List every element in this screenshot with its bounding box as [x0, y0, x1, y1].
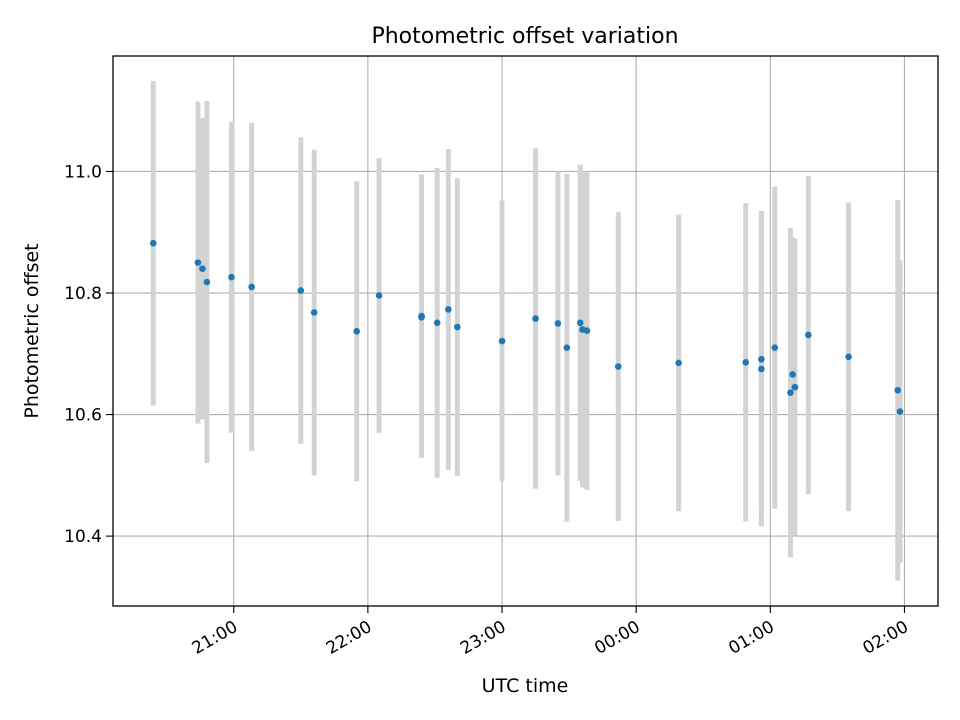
data-point	[532, 315, 539, 322]
data-point	[576, 319, 584, 327]
plot-area-frame	[112, 55, 939, 607]
data-point	[896, 408, 904, 415]
y-tick-label: 11.0	[64, 162, 102, 182]
data-points	[149, 239, 904, 415]
data-point	[675, 359, 682, 367]
data-point	[375, 292, 383, 299]
data-point	[787, 389, 794, 396]
data-point	[454, 323, 461, 331]
data-point	[758, 355, 765, 363]
grid-lines	[113, 56, 938, 606]
data-point	[742, 358, 750, 366]
data-point	[771, 344, 779, 352]
data-point	[789, 371, 796, 378]
y-axis-ticks: 10.4 10.6 10.8 11.0	[64, 162, 113, 547]
data-point	[149, 239, 157, 247]
data-point	[583, 327, 591, 334]
data-point	[554, 320, 562, 327]
data-point	[758, 365, 765, 373]
data-point	[248, 283, 255, 291]
y-tick-label: 10.8	[64, 284, 102, 304]
data-point	[353, 328, 360, 335]
data-point	[894, 386, 902, 394]
data-point	[498, 337, 506, 345]
data-point	[310, 309, 318, 316]
data-point	[445, 306, 452, 313]
y-tick-label: 10.6	[64, 406, 102, 426]
data-point	[194, 259, 202, 266]
data-point	[297, 287, 305, 294]
data-point	[228, 273, 235, 281]
data-point	[614, 363, 622, 370]
data-point	[418, 314, 425, 321]
data-point	[805, 331, 812, 339]
data-point	[203, 278, 211, 286]
y-tick-label: 10.4	[64, 527, 102, 547]
data-point	[845, 353, 852, 361]
data-point	[433, 319, 441, 327]
chart-title: Photometric offset variation	[371, 24, 678, 49]
data-point	[199, 265, 206, 273]
data-point	[563, 344, 571, 352]
y-axis-label: Photometric offset	[21, 243, 43, 418]
x-axis-label: UTC time	[482, 675, 569, 697]
data-point	[791, 383, 799, 391]
